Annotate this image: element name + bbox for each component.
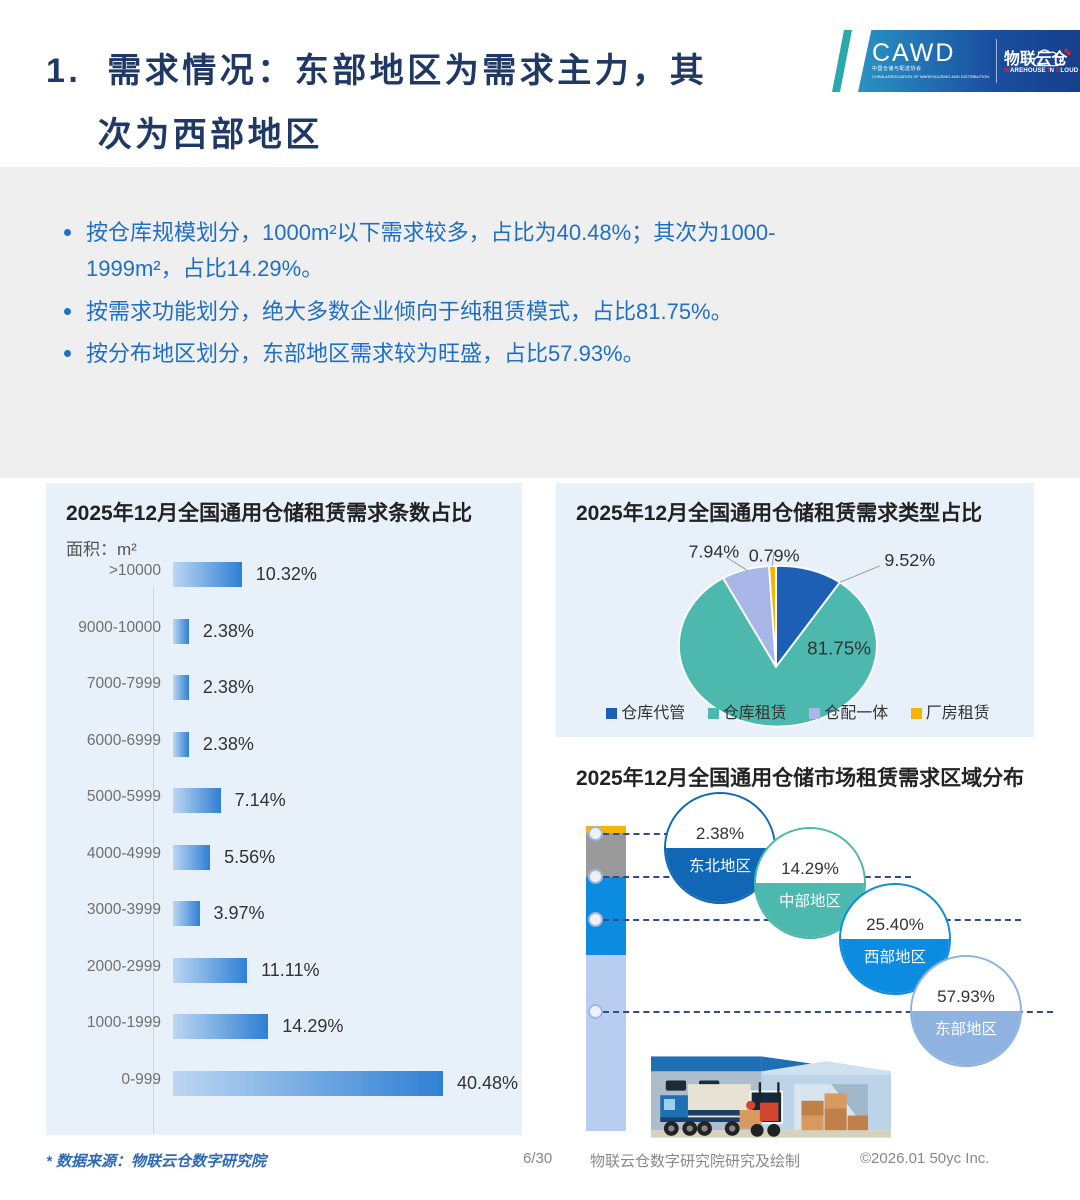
svg-text:WAREHOUSE IN CLOUD: WAREHOUSE IN CLOUD xyxy=(1004,67,1079,74)
svg-text:物联云仓: 物联云仓 xyxy=(1004,49,1067,68)
svg-text:7.94%: 7.94% xyxy=(688,541,739,561)
svg-text:9.52%: 9.52% xyxy=(884,550,935,570)
svg-text:81.75%: 81.75% xyxy=(807,638,871,659)
svg-text:0.79%: 0.79% xyxy=(749,545,800,565)
